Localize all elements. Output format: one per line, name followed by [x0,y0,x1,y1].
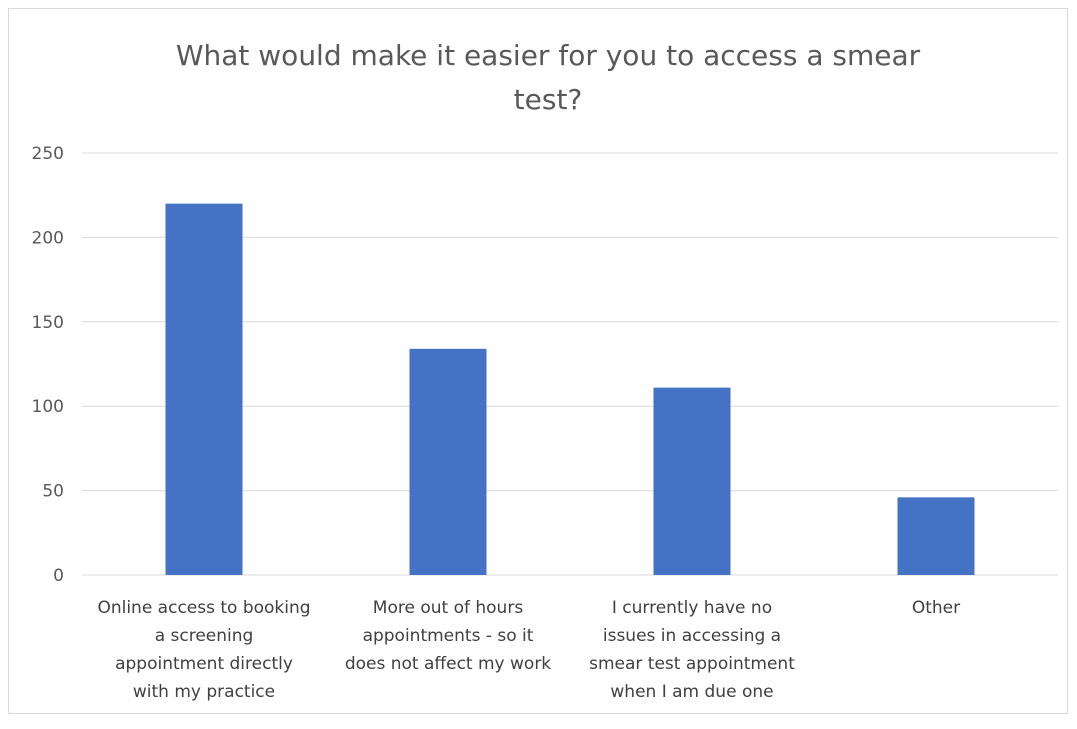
x-category-label: Online access to booking [97,598,310,618]
x-category-label: appointments - so it [363,626,534,646]
y-tick-label: 250 [32,144,64,164]
y-tick-label: 50 [42,482,64,502]
x-category-label: a screening [155,626,254,646]
bar [897,497,975,575]
y-tick-label: 0 [53,566,64,586]
x-category-label: smear test appointment [589,654,795,674]
x-category-label: does not affect my work [345,654,551,674]
y-tick-label: 100 [32,397,64,417]
bar-chart: What would make it easier for you to acc… [32,39,1058,702]
x-category-label: Other [912,598,960,618]
bars [165,203,975,575]
gridlines [82,152,1058,576]
x-axis-categories: Online access to booking a screening appoi… [97,598,960,702]
bar [653,387,731,575]
chart-frame: What would make it easier for you to acc… [8,8,1068,714]
bar [409,348,487,575]
chart-title: What would make it easier for you to acc… [176,39,921,116]
y-tick-label: 150 [32,313,64,333]
x-category-label: when I am due one [610,682,773,702]
y-tick-label: 200 [32,228,64,248]
bar [165,203,243,575]
x-category-label: with my practice [133,682,275,702]
chart-title-line: What would make it easier for you to acc… [176,39,921,72]
x-category-label: appointment directly [115,654,293,674]
x-category-label: I currently have no [612,598,772,618]
chart-title-line: test? [514,83,583,116]
y-axis-ticks: 0 50 100 150 200 250 [32,144,64,586]
x-category-label: More out of hours [373,598,524,618]
x-category-label: issues in accessing a [603,626,781,646]
